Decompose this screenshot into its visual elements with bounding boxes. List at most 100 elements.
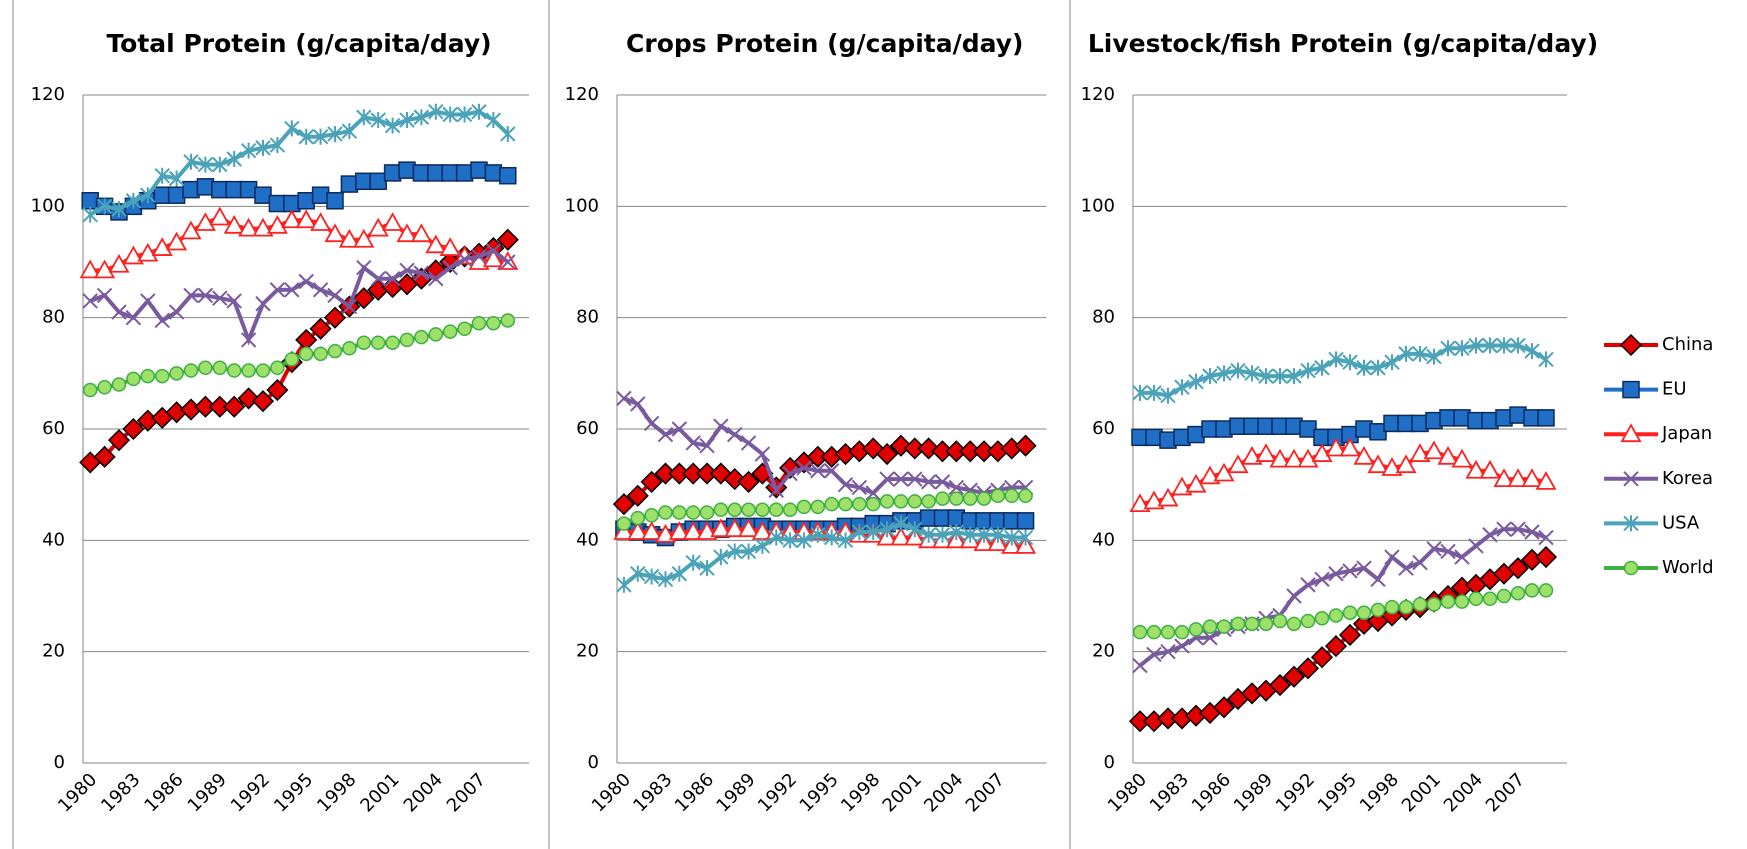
- data-point: [1524, 583, 1540, 598]
- data-point: [223, 214, 245, 234]
- data-point: [1282, 665, 1306, 688]
- data-point: [741, 502, 756, 517]
- y-tick-label: 40: [1092, 529, 1115, 550]
- data-point: [907, 521, 923, 538]
- series: [82, 243, 516, 348]
- series: [616, 515, 1034, 593]
- data-point: [682, 521, 704, 540]
- data-point: [1384, 354, 1400, 371]
- series: [1132, 337, 1554, 404]
- data-point: [1353, 445, 1375, 465]
- data-point: [455, 164, 474, 182]
- data-point: [428, 327, 444, 342]
- data-point: [1370, 571, 1386, 588]
- legend-marker: [1623, 560, 1639, 576]
- data-point: [442, 324, 458, 339]
- data-point: [1188, 622, 1204, 637]
- data-point: [1212, 696, 1236, 719]
- data-point: [410, 223, 432, 243]
- data-point: [341, 123, 358, 140]
- data-point: [949, 491, 964, 506]
- data-point: [93, 445, 116, 468]
- data-point: [439, 237, 461, 256]
- data-point: [398, 161, 416, 179]
- data-point: [384, 270, 401, 287]
- y-tick-label: 0: [54, 752, 65, 773]
- data-point: [413, 265, 430, 281]
- data-point: [370, 335, 386, 350]
- data-point: [657, 426, 674, 443]
- data-point: [1534, 545, 1558, 569]
- data-point: [1356, 605, 1372, 620]
- data-point: [295, 209, 317, 229]
- data-point: [1468, 591, 1484, 607]
- data-point: [1356, 359, 1372, 376]
- data-point: [311, 186, 330, 204]
- data-point: [1146, 384, 1162, 401]
- data-point: [340, 175, 359, 193]
- data-point: [1521, 468, 1543, 488]
- data-point: [658, 505, 673, 520]
- data-point: [425, 234, 447, 254]
- data-point: [769, 502, 784, 517]
- data-point: [907, 494, 923, 509]
- data-point: [755, 502, 770, 517]
- data-point: [810, 526, 826, 543]
- data-point: [990, 488, 1006, 504]
- data-point: [125, 309, 142, 326]
- data-point: [312, 128, 329, 145]
- data-point: [740, 435, 757, 451]
- legend-marker: [1619, 333, 1643, 357]
- data-point: [1328, 351, 1344, 368]
- data-point: [122, 417, 145, 441]
- data-point: [1255, 443, 1277, 462]
- data-point: [356, 259, 372, 276]
- data-point: [630, 510, 646, 526]
- data-point: [1244, 365, 1260, 382]
- data-point: [893, 515, 909, 532]
- data-point: [893, 471, 909, 487]
- data-point: [1465, 459, 1487, 479]
- y-tick-label: 120: [565, 84, 599, 105]
- data-point: [612, 493, 635, 516]
- data-point: [412, 164, 431, 182]
- data-point: [281, 209, 303, 229]
- data-point: [1479, 459, 1501, 479]
- data-point: [226, 363, 242, 378]
- data-point: [865, 496, 881, 512]
- chart-title: Total Protein (g/capita/day): [106, 29, 491, 58]
- data-point: [1188, 373, 1204, 390]
- data-point: [1017, 529, 1034, 546]
- data-point: [710, 518, 732, 538]
- data-point: [1412, 554, 1428, 571]
- data-point: [1272, 613, 1288, 629]
- series: [1132, 521, 1554, 674]
- data-point: [225, 180, 243, 199]
- data-point: [382, 212, 404, 231]
- data-point: [442, 259, 458, 276]
- data-point: [810, 463, 826, 479]
- data-point: [269, 282, 286, 298]
- data-point: [1171, 476, 1193, 496]
- data-point: [1524, 524, 1540, 540]
- data-point: [254, 186, 272, 204]
- data-point: [668, 521, 690, 540]
- series: [81, 161, 517, 221]
- data-point: [626, 484, 649, 507]
- data-point: [1160, 387, 1176, 404]
- data-point: [342, 341, 357, 356]
- data-point: [1510, 585, 1526, 601]
- data-point: [367, 217, 389, 237]
- data-point: [1132, 657, 1148, 674]
- data-point: [1524, 343, 1540, 360]
- data-point: [740, 543, 757, 560]
- data-point: [485, 112, 502, 129]
- data-point: [1538, 583, 1554, 598]
- legend-marker: [1620, 423, 1642, 443]
- legend-label: World: [1662, 557, 1714, 578]
- data-point: [1297, 448, 1319, 468]
- data-point: [94, 259, 116, 279]
- data-point: [1342, 354, 1358, 371]
- data-point: [1454, 594, 1470, 609]
- data-point: [284, 282, 300, 298]
